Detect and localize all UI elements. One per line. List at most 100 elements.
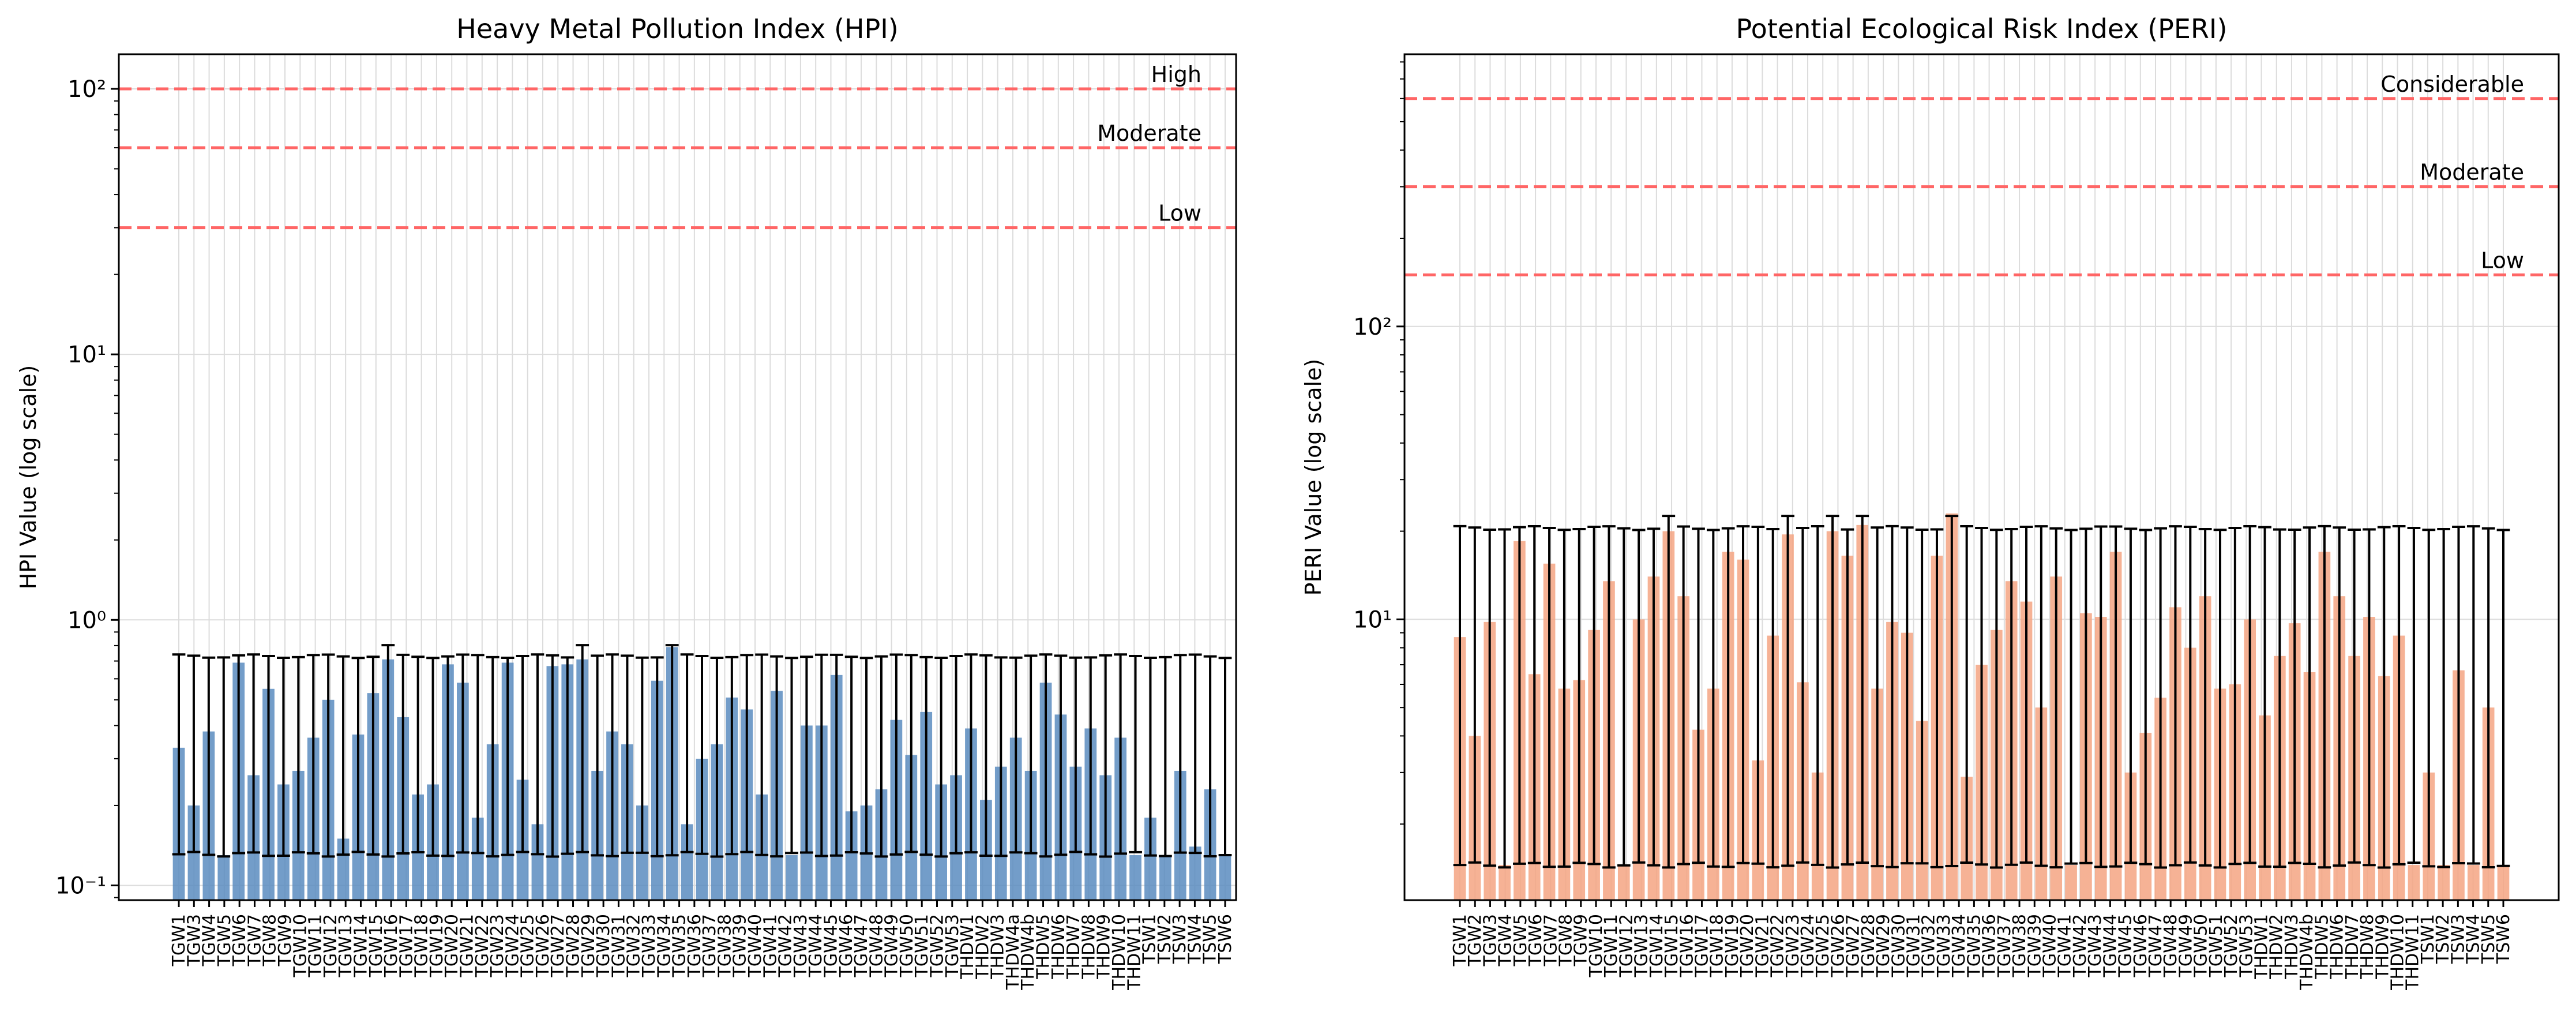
x-tick-label: TGW18 xyxy=(412,914,432,977)
x-tick-label: THDW9 xyxy=(1094,914,1114,980)
x-tick-label: TGW8 xyxy=(1556,914,1576,966)
x-tick-label: TGW53 xyxy=(942,914,963,977)
x-tick-label: TSW6 xyxy=(1215,914,1236,964)
x-tick-label: TGW1 xyxy=(169,914,189,966)
x-tick-label: TGW31 xyxy=(609,914,629,977)
x-tick-label: TGW30 xyxy=(1888,914,1909,977)
x-tick-label: TGW32 xyxy=(624,914,644,977)
x-tick-label: THDW1 xyxy=(2252,914,2272,980)
bar-TSW6 xyxy=(1219,855,1231,900)
x-tick-label: TGW35 xyxy=(670,914,690,977)
x-tick-label: THDW6 xyxy=(1049,914,1069,980)
x-tick-label: TGW45 xyxy=(2116,914,2136,977)
y-tick-label: 10² xyxy=(67,76,106,103)
x-tick-label: TGW34 xyxy=(1949,914,1969,977)
x-tick-label: TGW51 xyxy=(912,914,932,977)
threshold-label-moderate: Moderate xyxy=(1097,121,1201,146)
x-tick-label: THDW3 xyxy=(988,914,1008,980)
x-tick-label: TGW9 xyxy=(1571,914,1591,966)
x-tick-label: TGW12 xyxy=(321,914,341,977)
x-tick-label: TGW37 xyxy=(700,914,720,977)
x-tick-label: TGW17 xyxy=(1692,914,1712,977)
bar-TGW12 xyxy=(1617,865,1630,900)
bar-TGW4 xyxy=(1499,865,1511,900)
bar-TGW46 xyxy=(845,811,858,900)
x-tick-label: TGW38 xyxy=(2010,914,2030,977)
x-tick-label: TGW7 xyxy=(1541,914,1561,966)
x-tick-label: TGW23 xyxy=(487,914,508,977)
x-tick-label: TGW13 xyxy=(1632,914,1652,977)
x-tick-label: TGW42 xyxy=(2070,914,2090,977)
x-tick-label: TGW41 xyxy=(2055,914,2075,977)
threshold-label-considerable: Considerable xyxy=(2380,72,2524,97)
bar-TGW42 xyxy=(2065,865,2077,900)
x-tick-label: TGW36 xyxy=(1980,914,2000,977)
y-axis-label: PERI Value (log scale) xyxy=(1301,359,1326,596)
x-tick-label: TSW3 xyxy=(2448,914,2468,964)
x-tick-label: TGW25 xyxy=(518,914,538,977)
bar-TGW21 xyxy=(471,817,484,900)
x-tick-label: TGW26 xyxy=(1828,914,1848,977)
x-tick-label: THDW6 xyxy=(2327,914,2348,980)
x-tick-label: TGW16 xyxy=(381,914,401,977)
x-tick-label: TGW21 xyxy=(457,914,478,977)
x-tick-label: TSW4 xyxy=(2464,914,2484,964)
x-tick-label: TGW43 xyxy=(791,914,811,977)
x-tick-label: TSW5 xyxy=(1200,914,1221,964)
x-tick-label: THDW4a xyxy=(1003,914,1023,990)
x-tick-label: TGW34 xyxy=(654,914,674,977)
threshold-label-high: High xyxy=(1151,62,1201,87)
y-axis-label: HPI Value (log scale) xyxy=(16,365,41,590)
bar-TGW35 xyxy=(681,824,693,900)
x-tick-label: TGW49 xyxy=(2176,914,2196,977)
bar-TSW6 xyxy=(2497,865,2510,900)
x-tick-label: TGW26 xyxy=(533,914,553,977)
bar-TGW25 xyxy=(531,824,544,900)
x-tick-label: TGW27 xyxy=(548,914,568,977)
x-tick-label: THDW9 xyxy=(2372,914,2393,980)
y-tick-label: 10¹ xyxy=(67,342,106,368)
x-tick-label: THDW5 xyxy=(2312,914,2332,980)
x-tick-label: THDW10 xyxy=(2387,914,2408,991)
x-tick-label: THDW2 xyxy=(972,914,993,980)
x-tick-label: TGW9 xyxy=(275,914,295,966)
x-tick-label: THDW11 xyxy=(1124,914,1144,991)
bar-TSW4 xyxy=(1189,846,1201,900)
x-tick-label: THDW2 xyxy=(2267,914,2287,980)
x-tick-label: TGW42 xyxy=(776,914,796,977)
x-tick-label: TGW14 xyxy=(1647,914,1667,977)
bar-TSW2 xyxy=(1159,855,1171,900)
x-tick-label: TGW37 xyxy=(1995,914,2015,977)
x-tick-label: THDW7 xyxy=(2342,914,2363,980)
x-tick-label: TGW11 xyxy=(306,914,326,977)
x-tick-label: TSW1 xyxy=(2418,914,2438,964)
x-tick-label: TGW40 xyxy=(2040,914,2060,977)
x-tick-label: TGW5 xyxy=(215,914,235,966)
x-tick-label: TGW38 xyxy=(715,914,735,977)
x-tick-label: TGW10 xyxy=(1586,914,1606,977)
x-tick-label: TGW21 xyxy=(1752,914,1773,977)
x-tick-label: TGW4 xyxy=(1496,914,1516,966)
x-tick-label: TSW6 xyxy=(2494,914,2514,964)
x-tick-label: TGW36 xyxy=(685,914,705,977)
x-tick-label: TGW46 xyxy=(836,914,857,977)
x-tick-label: TGW15 xyxy=(1662,914,1682,977)
x-tick-label: TGW23 xyxy=(1783,914,1803,977)
x-tick-label: TGW8 xyxy=(260,914,280,966)
x-tick-label: TGW20 xyxy=(1737,914,1758,977)
x-tick-label: TSW2 xyxy=(2433,914,2453,964)
bar-TSW2 xyxy=(2438,865,2450,900)
x-tick-label: TGW24 xyxy=(502,914,523,977)
x-tick-label: TGW45 xyxy=(821,914,841,977)
x-tick-label: TGW28 xyxy=(1858,914,1879,977)
x-tick-label: TGW16 xyxy=(1677,914,1697,977)
threshold-label-moderate: Moderate xyxy=(2420,160,2524,185)
x-tick-label: TGW30 xyxy=(594,914,614,977)
x-tick-label: THDW5 xyxy=(1034,914,1054,980)
y-tick-label: 10⁻¹ xyxy=(55,872,106,899)
x-tick-label: THDW11 xyxy=(2403,914,2423,991)
x-tick-label: THDW10 xyxy=(1109,914,1129,991)
x-tick-label: TGW35 xyxy=(1964,914,1984,977)
x-tick-label: TGW19 xyxy=(1722,914,1743,977)
